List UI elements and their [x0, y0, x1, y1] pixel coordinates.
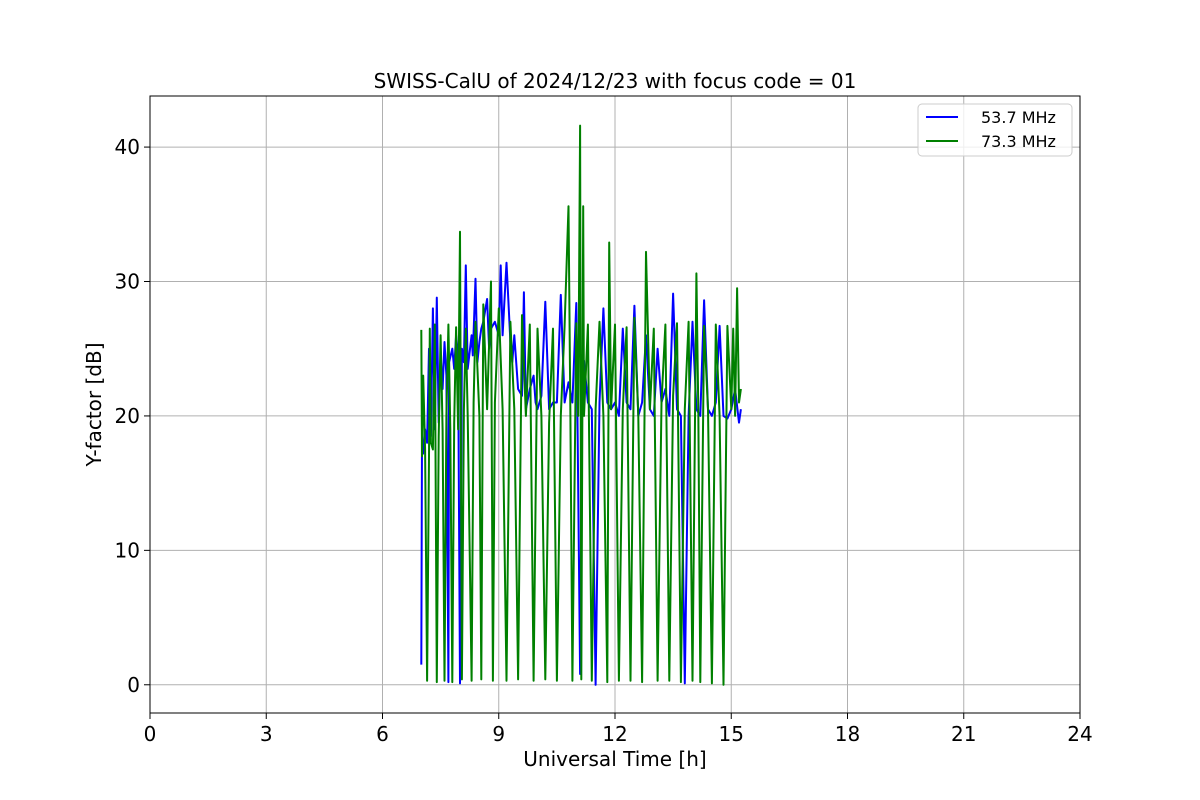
y-tick-label: 0: [127, 673, 140, 697]
y-tick-label: 20: [115, 404, 140, 428]
legend-label: 53.7 MHz: [981, 108, 1056, 127]
x-tick-label: 0: [144, 722, 157, 746]
ticks: 0 3 6 9 12 15 18 21 24 0 10 20 30 40: [115, 135, 1093, 746]
legend-label: 73.3 MHz: [981, 132, 1056, 151]
y-tick-label: 40: [115, 135, 140, 159]
y-tick-label: 10: [115, 538, 140, 562]
x-tick-label: 3: [260, 722, 273, 746]
y-axis-label: Y-factor [dB]: [82, 342, 106, 467]
x-tick-label: 18: [835, 722, 860, 746]
x-tick-label: 21: [951, 722, 976, 746]
x-tick-label: 24: [1067, 722, 1092, 746]
series-line-1: [420, 124, 742, 686]
x-tick-label: 15: [719, 722, 744, 746]
y-tick-label: 30: [115, 270, 140, 294]
x-tick-label: 12: [602, 722, 627, 746]
chart-title: SWISS-CalU of 2024/12/23 with focus code…: [374, 69, 857, 93]
series-group: [420, 124, 742, 686]
x-axis-label: Universal Time [h]: [523, 747, 706, 771]
x-tick-label: 9: [492, 722, 505, 746]
legend: 53.7 MHz 73.3 MHz: [917, 103, 1073, 157]
x-tick-label: 6: [376, 722, 389, 746]
